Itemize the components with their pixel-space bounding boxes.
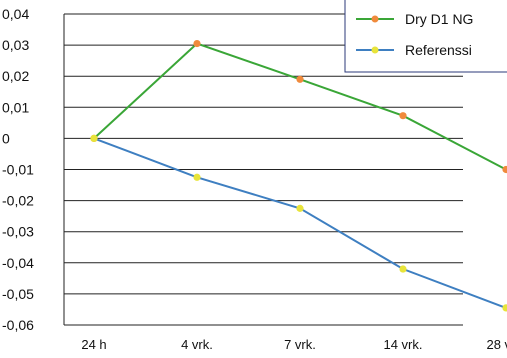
y-tick-labels: 0,04 0,03 0,02 0,01 0 -0,01 -0,02 -0,03 -0,04 -0,… [2, 6, 34, 333]
y-tick-label: -0,01 [2, 162, 34, 178]
y-tick-label: 0,03 [2, 37, 29, 53]
legend-marker-referenssi [371, 46, 379, 54]
x-tick-label: 28 vrk. [486, 337, 507, 352]
legend: Dry D1 NG Referenssi [344, 0, 507, 73]
x-tick-label: 14 vrk. [383, 337, 422, 352]
y-tick-label: -0,05 [2, 286, 34, 302]
legend-box [344, 0, 507, 73]
y-tick-label: -0,04 [2, 255, 34, 271]
x-tick-labels: 24 h 4 vrk. 7 vrk. 14 vrk. 28 vrk. [81, 337, 507, 352]
legend-marker-dry-d1-ng [371, 15, 379, 23]
y-tick-label: 0,02 [2, 68, 29, 84]
data-point [296, 204, 304, 212]
x-tick-label: 4 vrk. [181, 337, 213, 352]
legend-label-dry-d1-ng: Dry D1 NG [405, 11, 473, 27]
y-tick-label: 0,04 [2, 6, 29, 22]
data-point [502, 165, 507, 174]
x-tick-label: 24 h [81, 337, 106, 352]
data-point [193, 173, 201, 181]
data-point [193, 39, 201, 48]
data-point [399, 112, 407, 120]
grid-lines [64, 13, 463, 326]
series-line-1 [93, 137, 507, 309]
data-point [296, 75, 304, 83]
x-tick-label: 7 vrk. [284, 337, 316, 352]
y-tick-label: -0,03 [2, 224, 34, 240]
y-tick-label: -0,02 [2, 193, 34, 209]
y-tick-label: 0 [2, 130, 10, 146]
y-tick-label: -0,06 [2, 317, 34, 333]
data-point [90, 134, 98, 142]
data-point [399, 265, 407, 273]
y-tick-label: 0,01 [2, 99, 29, 115]
series-group [90, 39, 507, 312]
legend-label-referenssi: Referenssi [405, 42, 472, 58]
data-point [502, 304, 507, 312]
